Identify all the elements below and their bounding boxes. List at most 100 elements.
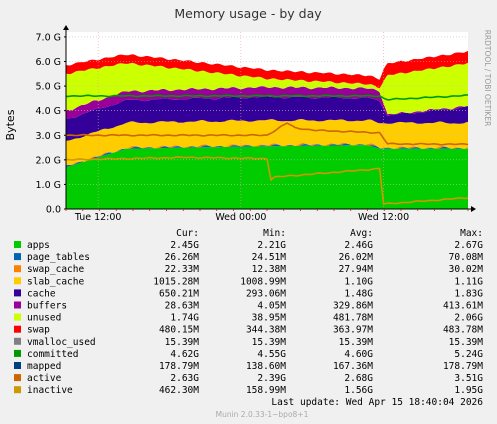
area-apps (66, 145, 468, 209)
legend-cur-buffers: 28.63M (165, 301, 200, 312)
line-active (65, 122, 469, 146)
legend-max-slab_cache: 1.11G (454, 276, 483, 287)
legend-avg-apps: 2.46G (344, 240, 373, 251)
x-tick-label: Tue 12:00 (74, 212, 122, 223)
legend-swatch-vmalloc_used (14, 337, 21, 345)
legend-avg-committed: 4.60G (344, 349, 373, 360)
y-tick-label: 2.0 G (36, 155, 62, 166)
y-tick-label: 4.0 G (36, 106, 62, 117)
area-slab_cache (66, 119, 468, 165)
x-axis-arrow (471, 206, 476, 212)
legend-name-slab_cache: slab_cache (27, 276, 84, 287)
y-tick-label: 7.0 G (36, 32, 62, 43)
y-axis-label: Bytes (4, 109, 17, 140)
legend-max-apps: 2.67G (454, 240, 483, 251)
legend-min-vmalloc_used: 15.39M (252, 337, 287, 348)
legend-cur-inactive: 462.30M (159, 385, 199, 396)
axes: 0.0 1.0 G 2.0 G 3.0 G 4.0 G 5.0 G 6.0 G 7.0 G Tu… (36, 25, 476, 223)
legend: Cur: Min: Avg: Max: apps 2.45G 2.21G 2.46G 2.67G… (14, 228, 483, 396)
chart-title: Memory usage - by day (174, 6, 322, 21)
line-series (65, 94, 469, 206)
munin-version: Munin 2.0.33-1~bpo8+1 (216, 410, 309, 419)
line-inactive (66, 156, 469, 206)
legend-header: Cur: (176, 228, 199, 239)
legend-avg-inactive: 1.56G (344, 385, 373, 396)
legend-name-cache: cache (27, 288, 56, 299)
legend-cur-unused: 1.74G (170, 313, 199, 324)
legend-min-inactive: 158.99M (246, 385, 286, 396)
legend-min-committed: 4.55G (257, 349, 286, 360)
legend-name-mapped: mapped (27, 361, 61, 372)
legend-avg-mapped: 167.36M (333, 361, 373, 372)
legend-max-committed: 5.24G (454, 349, 483, 360)
area-unused (66, 62, 468, 115)
legend-swatch-committed (14, 349, 21, 357)
legend-min-buffers: 4.05M (257, 301, 286, 312)
y-tick-label: 5.0 G (36, 82, 62, 93)
legend-max-mapped: 178.79M (443, 361, 483, 372)
legend-min-active: 2.39G (257, 373, 286, 384)
stacked-areas (66, 51, 468, 209)
x-tick-label: Wed 12:00 (358, 212, 409, 223)
y-axis-arrow (63, 25, 69, 30)
legend-min-page_tables: 24.51M (252, 252, 287, 263)
legend-name-buffers: buffers (27, 301, 67, 312)
legend-avg-active: 2.68G (344, 373, 373, 384)
legend-swatch-mapped (14, 362, 21, 369)
legend-name-inactive: inactive (27, 385, 73, 396)
legend-swatch-buffers (14, 301, 21, 309)
legend-name-swap: swap (27, 325, 50, 336)
area-buffers (66, 86, 468, 119)
legend-min-mapped: 138.60M (246, 361, 286, 372)
legend-min-unused: 38.95M (252, 313, 287, 324)
legend-min-slab_cache: 1008.99M (240, 276, 286, 287)
legend-name-committed: committed (27, 349, 78, 360)
legend-avg-unused: 481.78M (333, 313, 373, 324)
legend-name-unused: unused (27, 313, 61, 324)
legend-max-buffers: 413.61M (443, 301, 483, 312)
legend-cur-mapped: 178.79M (159, 361, 199, 372)
legend-cur-swap_cache: 22.33M (165, 264, 200, 275)
legend-header: Min: (263, 228, 286, 239)
legend-name-page_tables: page_tables (27, 252, 90, 263)
legend-cur-swap: 480.15M (159, 325, 199, 336)
legend-avg-swap_cache: 27.94M (339, 264, 374, 275)
legend-max-vmalloc_used: 15.39M (449, 337, 484, 348)
rrdtool-credit: RRDTOOL / TOBI OETIKER (483, 30, 492, 127)
legend-swatch-apps (14, 241, 21, 248)
legend-name-apps: apps (27, 240, 50, 251)
x-tick-label: Wed 00:00 (215, 212, 266, 223)
legend-min-apps: 2.21G (257, 240, 286, 251)
legend-header: Max: (460, 228, 483, 239)
legend-name-active: active (27, 373, 62, 384)
legend-min-cache: 293.06M (246, 288, 286, 299)
line-committed (66, 94, 469, 101)
legend-avg-swap: 363.97M (333, 325, 373, 336)
legend-swatch-cache (14, 289, 21, 297)
legend-avg-vmalloc_used: 15.39M (339, 337, 374, 348)
legend-cur-page_tables: 26.26M (165, 252, 200, 263)
area-swap (66, 51, 468, 89)
legend-avg-cache: 1.48G (344, 288, 373, 299)
legend-header: Avg: (350, 228, 373, 239)
legend-avg-buffers: 329.86M (333, 301, 373, 312)
legend-swatch-slab_cache (14, 277, 21, 285)
legend-swatch-unused (14, 313, 21, 321)
legend-max-swap_cache: 30.02M (449, 264, 484, 275)
legend-min-swap: 344.38M (246, 325, 286, 336)
legend-swatch-page_tables (14, 253, 21, 261)
legend-cur-slab_cache: 1015.28M (153, 276, 199, 287)
legend-swatch-active (14, 374, 21, 382)
area-cache (66, 96, 468, 141)
legend-max-cache: 1.83G (454, 288, 483, 299)
legend-avg-page_tables: 26.02M (339, 252, 374, 263)
legend-name-vmalloc_used: vmalloc_used (27, 337, 96, 348)
legend-swatch-swap_cache (14, 265, 21, 273)
legend-cur-vmalloc_used: 15.39M (165, 337, 200, 348)
legend-swatch-inactive (14, 386, 21, 394)
y-tick-label: 3.0 G (36, 131, 62, 142)
legend-max-swap: 483.78M (443, 325, 483, 336)
legend-avg-slab_cache: 1.10G (344, 276, 373, 287)
legend-max-unused: 2.06G (454, 313, 483, 324)
y-tick-label: 0.0 (46, 205, 61, 216)
